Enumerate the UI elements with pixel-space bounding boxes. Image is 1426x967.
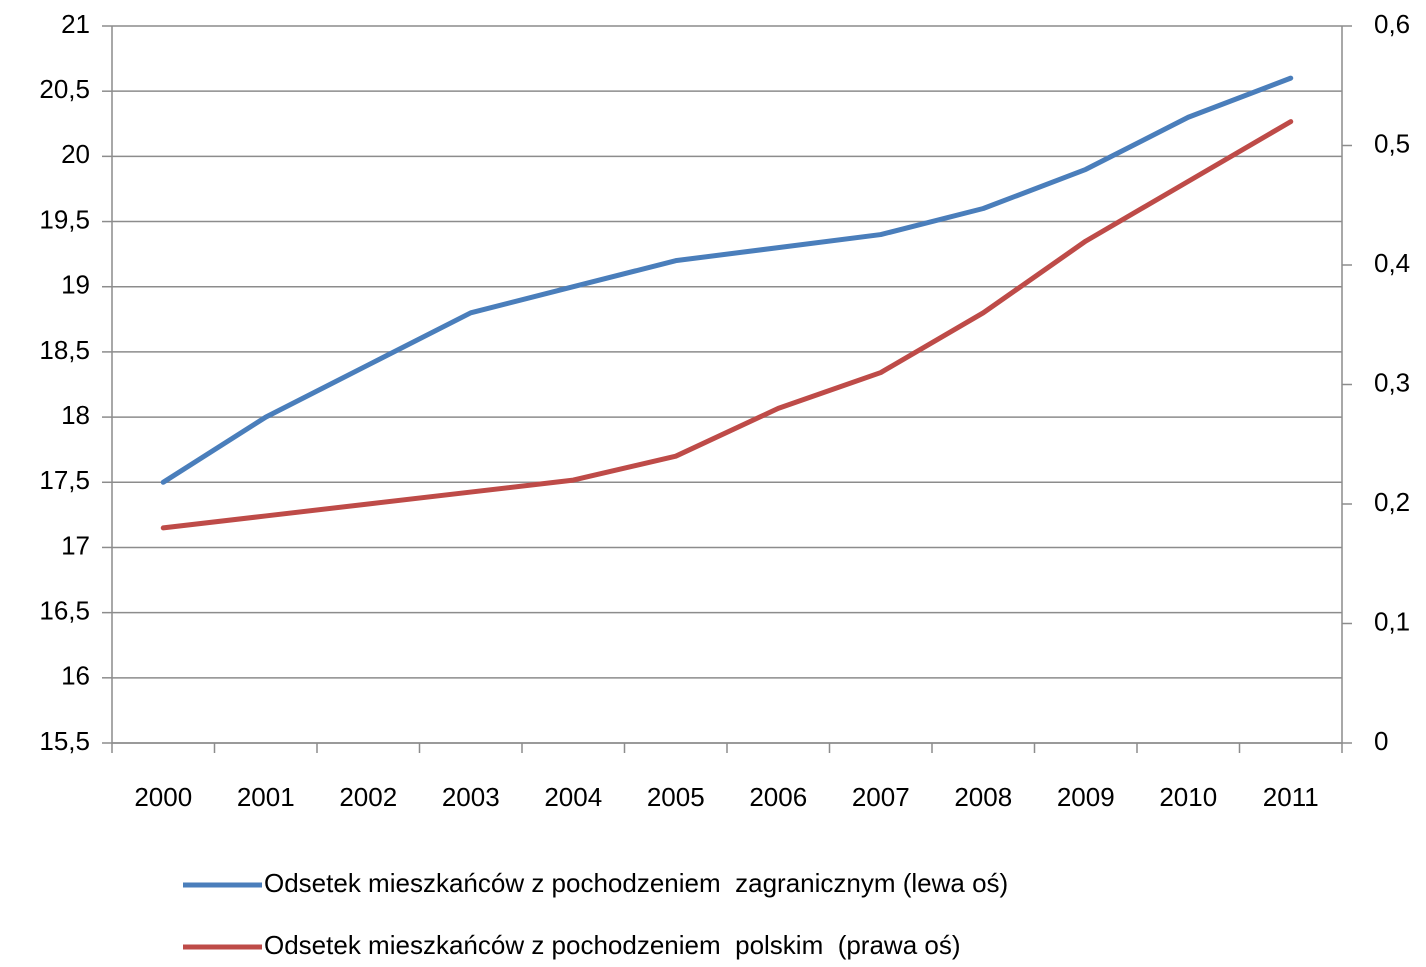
x-tick-label: 2008 bbox=[954, 782, 1012, 812]
y2-tick-label: 0,4 bbox=[1374, 248, 1410, 278]
y-tick-label: 20,5 bbox=[39, 74, 90, 104]
y2-tick-label: 0,1 bbox=[1374, 606, 1410, 636]
x-tick-label: 2003 bbox=[442, 782, 500, 812]
x-tick-label: 2007 bbox=[852, 782, 910, 812]
x-tick-label: 2001 bbox=[237, 782, 295, 812]
y2-tick-label: 0,6 bbox=[1374, 9, 1410, 39]
y-tick-label: 16 bbox=[61, 661, 90, 691]
y2-tick-label: 0,2 bbox=[1374, 487, 1410, 517]
legend-label: Odsetek mieszkańców z pochodzeniem zagra… bbox=[264, 868, 1008, 898]
y-tick-label: 15,5 bbox=[39, 726, 90, 756]
y-tick-label: 18,5 bbox=[39, 335, 90, 365]
x-tick-label: 2004 bbox=[544, 782, 602, 812]
x-tick-label: 2010 bbox=[1159, 782, 1217, 812]
y-tick-label: 21 bbox=[61, 9, 90, 39]
x-tick-label: 2006 bbox=[749, 782, 807, 812]
y-tick-label: 20 bbox=[61, 139, 90, 169]
y-tick-label: 17 bbox=[61, 530, 90, 560]
x-tick-label: 2000 bbox=[134, 782, 192, 812]
x-tick-label: 2002 bbox=[339, 782, 397, 812]
x-tick-label: 2005 bbox=[647, 782, 705, 812]
y-tick-label: 17,5 bbox=[39, 465, 90, 495]
x-tick-label: 2011 bbox=[1263, 782, 1319, 812]
y-tick-label: 19,5 bbox=[39, 204, 90, 234]
y2-tick-label: 0,3 bbox=[1374, 367, 1410, 397]
series-line bbox=[160, 75, 1294, 485]
y-tick-label: 19 bbox=[61, 270, 90, 300]
series-line bbox=[160, 119, 1294, 531]
y2-tick-label: 0,5 bbox=[1374, 128, 1410, 158]
y-tick-label: 18 bbox=[61, 400, 90, 430]
x-tick-label: 2009 bbox=[1057, 782, 1115, 812]
y-tick-label: 16,5 bbox=[39, 596, 90, 626]
y2-tick-label: 0 bbox=[1374, 726, 1388, 756]
legend-label: Odsetek mieszkańców z pochodzeniem polsk… bbox=[264, 930, 961, 960]
